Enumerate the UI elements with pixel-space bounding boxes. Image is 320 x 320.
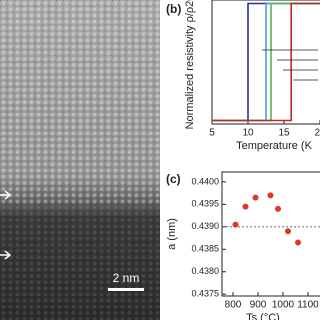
data-point [242,203,249,210]
y-tick-label: 0.4375 [191,289,219,299]
x-axis-label: Ts (°C) [246,312,280,320]
x-tick-label: 1100 [297,300,319,311]
data-point [275,205,281,212]
y-axis-label: a (nm) [166,218,178,250]
x-tick-label: 5 [209,128,215,139]
panel-b: (b) 5 10 15 20Temperature (K Normalized resis… [166,0,320,152]
x-tick-label: 20 [314,128,320,139]
plot-lines [212,2,320,122]
data-point [295,239,301,246]
x-tick-label: 900 [250,300,267,311]
data-point [232,221,239,228]
plot-frame [221,171,320,297]
stem-image: 2 nm [0,0,160,320]
x-tick-label: 800 [225,300,242,311]
scale-bar-label: 2 nm [113,271,140,285]
data-point [252,194,259,201]
plot-frame [211,0,320,125]
y-tick-label: 0.4400 [191,176,219,186]
panel-label: (b) [166,2,181,16]
y-axis-label: Normalized resistivity ρ/ρ20 [184,0,196,129]
y-tick-label: 0.4390 [191,221,219,231]
y-tick-label: 0.4380 [191,266,219,276]
y-tick-label: 0.4395 [191,199,219,209]
x-tick-label: 15 [278,128,290,139]
data-point [267,192,274,199]
panel-label: (c) [166,172,181,186]
data-point [285,228,291,235]
resistivity-curve [212,2,320,122]
y-tick-label: 0.4385 [191,244,219,254]
x-axis-label: Temperature (K [236,140,312,152]
panel-c: (c) 800 900 1000 1100 0.4400 0.4395 0.4390 0.438… [166,171,320,320]
x-tick-label: 10 [242,128,254,139]
x-tick-label: 1000 [272,300,295,311]
